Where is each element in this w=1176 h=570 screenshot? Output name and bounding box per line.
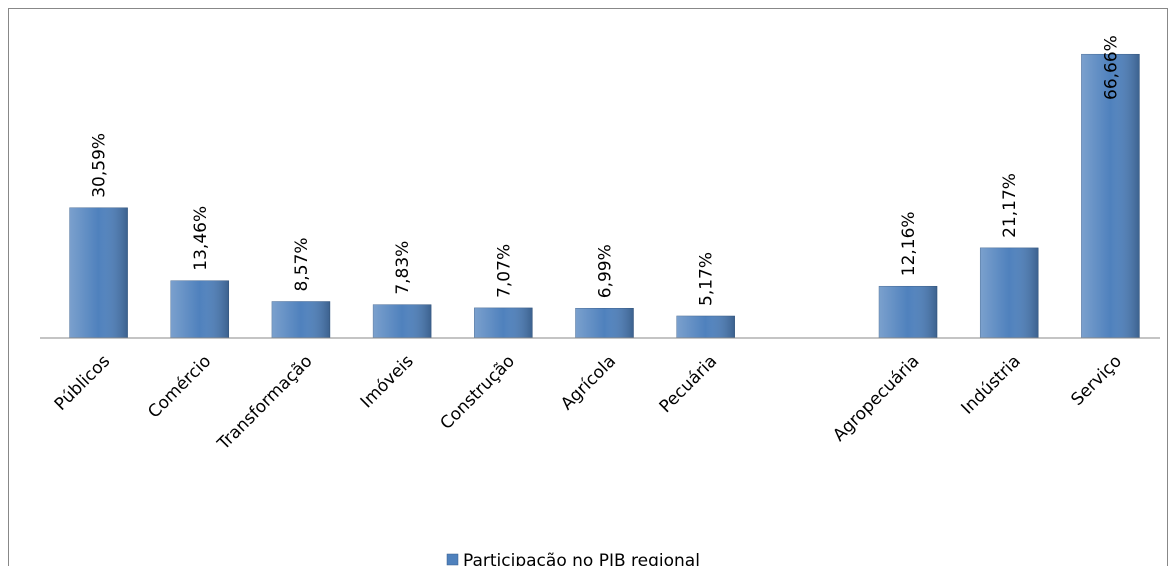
bar-shade: [474, 307, 533, 338]
data-label: 7,83%: [393, 241, 413, 295]
x-tick-label: Públicos: [51, 351, 114, 414]
x-tick-label: Agrícola: [557, 351, 620, 414]
data-label: 5,17%: [697, 252, 717, 306]
x-tick-label: Construção: [436, 351, 518, 433]
bar-shade: [575, 308, 634, 338]
x-tick-label: Imóveis: [357, 351, 418, 412]
data-label: 12,16%: [899, 211, 919, 276]
bar-shade: [676, 315, 735, 338]
chart-frame: [8, 8, 1168, 570]
bar-shade: [1081, 54, 1140, 338]
data-label: 7,07%: [494, 244, 514, 298]
bar-shade: [271, 301, 330, 338]
data-label: 21,17%: [1000, 173, 1020, 238]
x-tick-label: Comércio: [144, 351, 215, 422]
legend-swatch: [446, 553, 459, 566]
x-tick-label: Pecuária: [656, 351, 722, 417]
data-label: 66,66%: [1101, 35, 1121, 100]
data-label: 8,57%: [292, 238, 312, 292]
data-label: 6,99%: [596, 244, 616, 298]
bar-shade: [170, 280, 229, 338]
data-label: 13,46%: [191, 206, 211, 271]
data-label: 30,59%: [90, 133, 110, 198]
x-tick-label: Agropecuária: [829, 351, 923, 445]
bar-shade: [879, 286, 938, 338]
bar-shade: [69, 207, 128, 338]
bar-shade: [980, 247, 1039, 338]
x-tick-label: Serviço: [1067, 351, 1126, 410]
bar-shade: [373, 304, 432, 338]
x-tick-label: Transformação: [213, 351, 316, 454]
legend-label: Participação no PIB regional: [463, 551, 700, 566]
x-tick-label: Indústria: [958, 351, 1025, 418]
